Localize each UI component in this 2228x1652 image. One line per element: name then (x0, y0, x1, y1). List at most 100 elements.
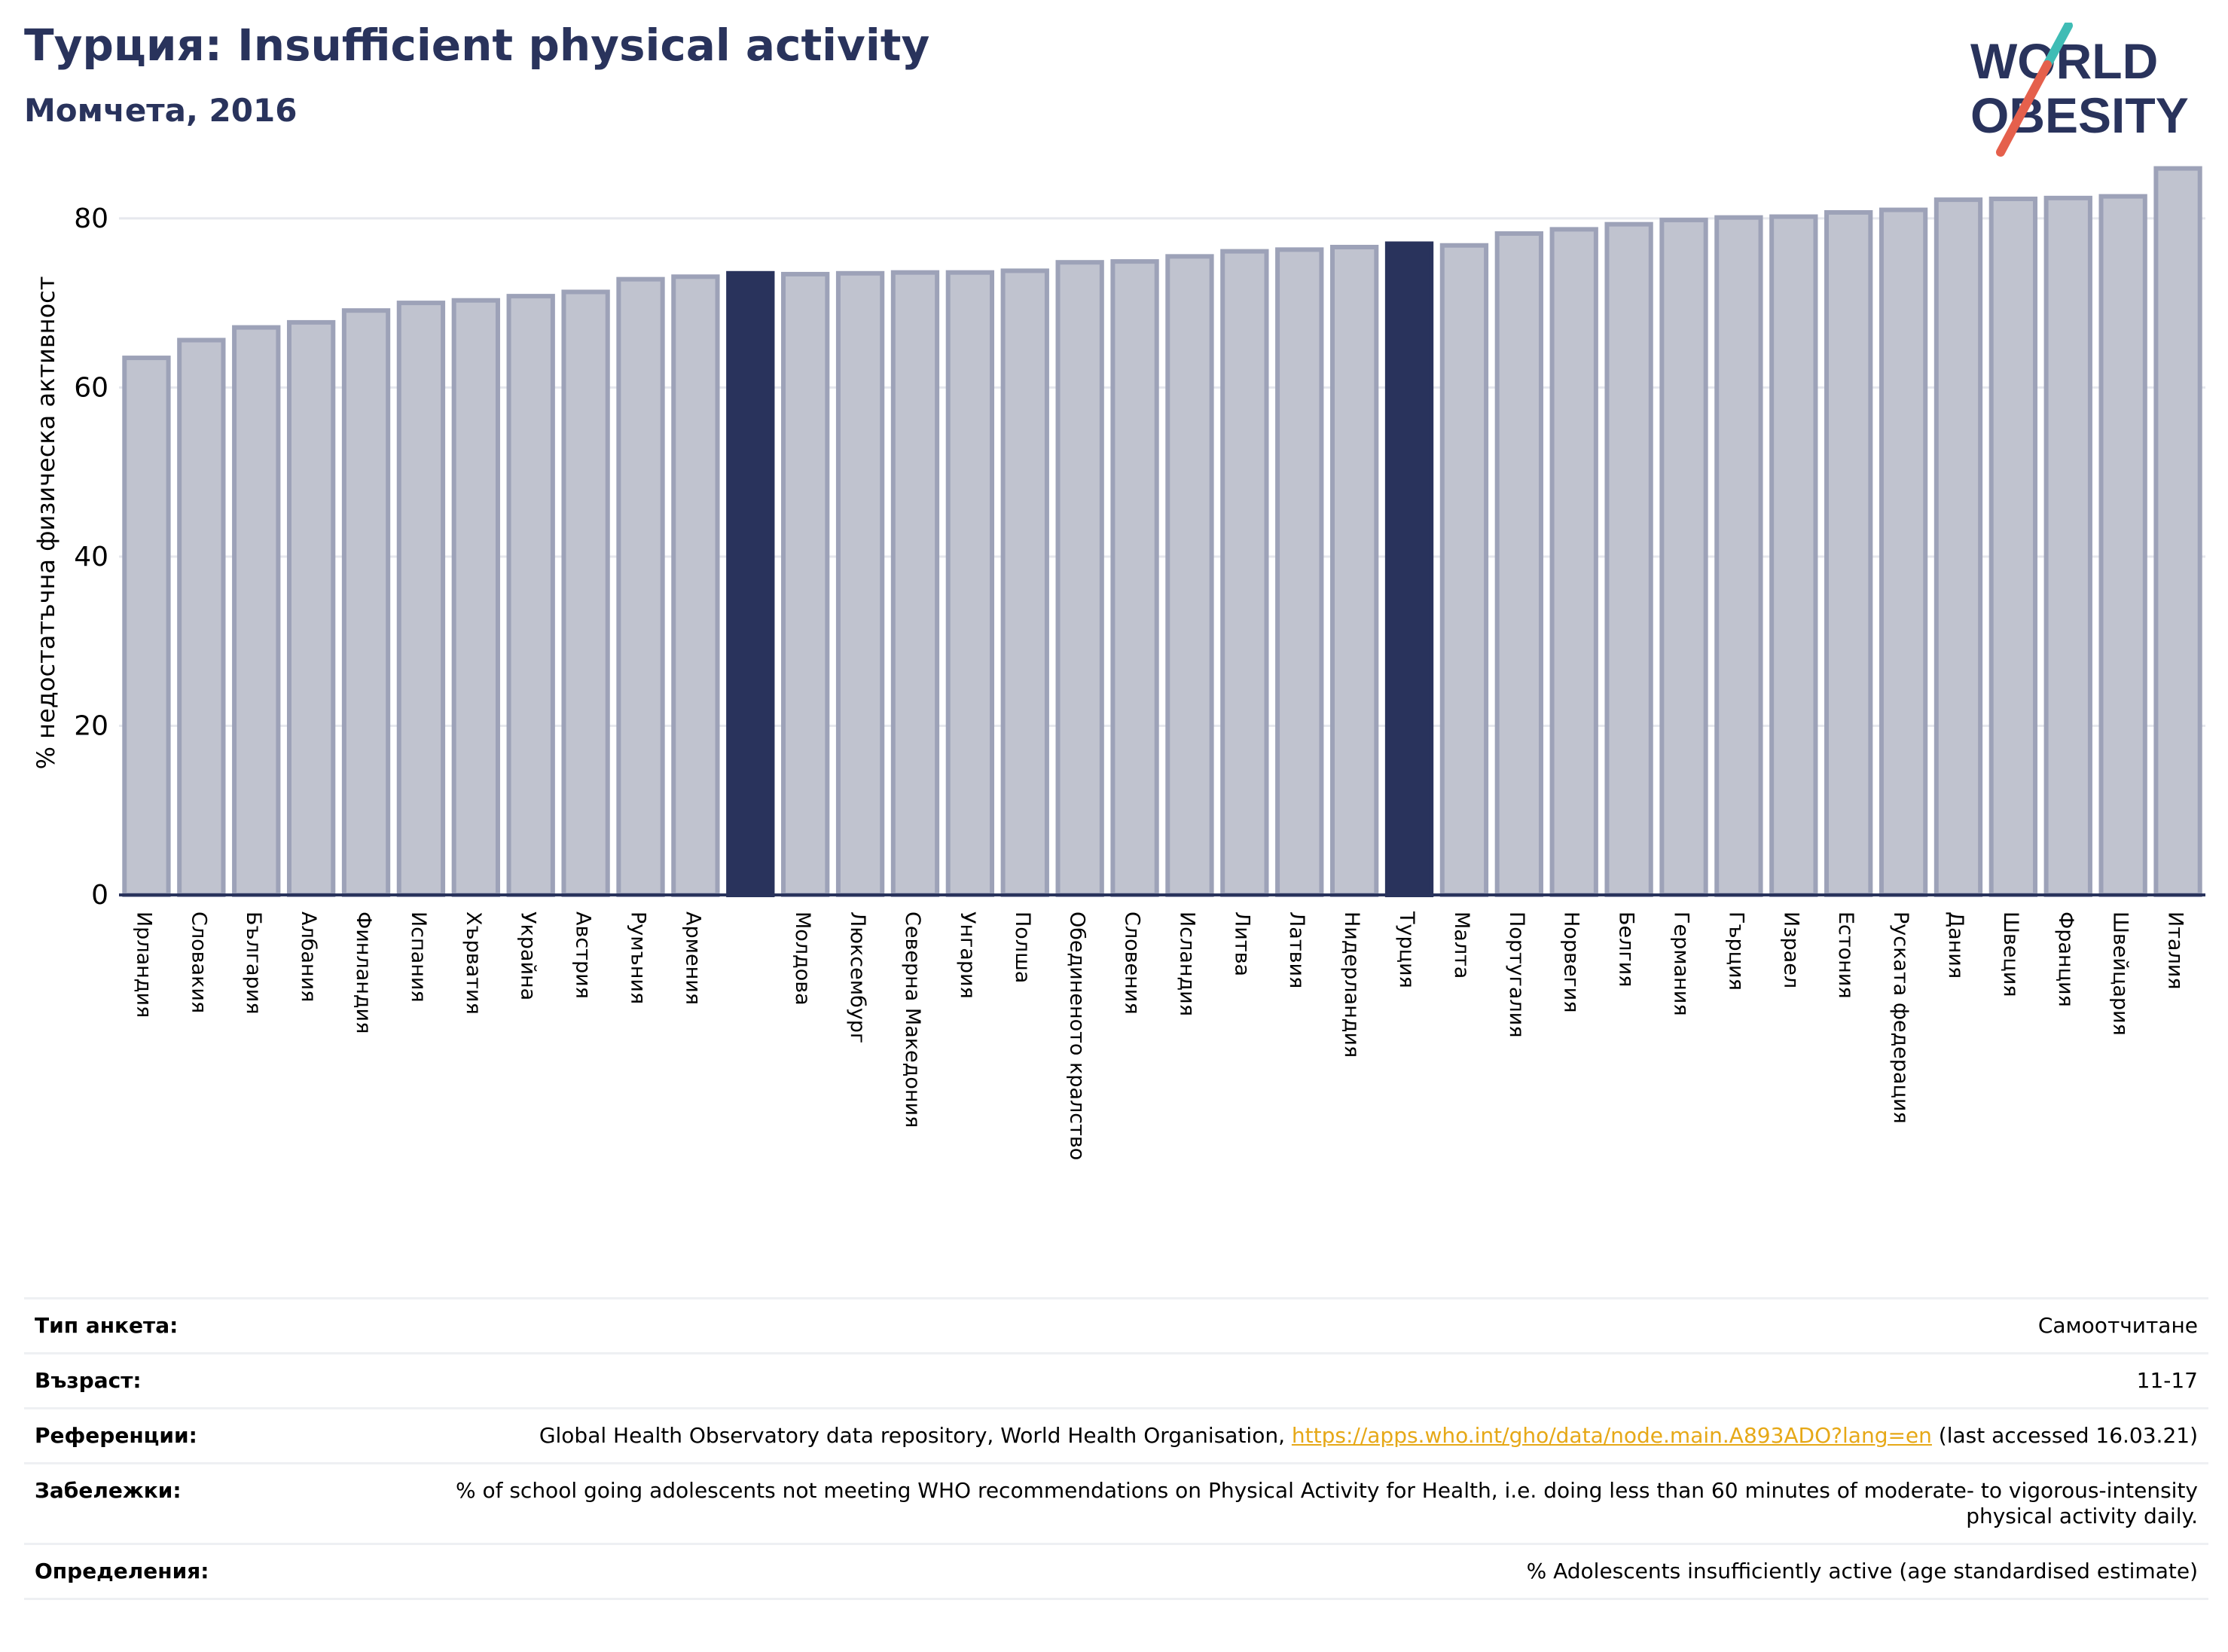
bar (561, 289, 610, 897)
x-tick-label: Швейцария (2109, 912, 2132, 1036)
bar (1769, 214, 1818, 897)
bar (1220, 249, 1269, 897)
bar (122, 356, 171, 897)
bar (671, 274, 720, 897)
bar (341, 308, 391, 898)
x-tick-label: Франция (2054, 912, 2077, 1007)
x-tick-label: Словакия (187, 912, 210, 1013)
bar (396, 301, 446, 898)
x-tick-label: Турция (1395, 911, 1418, 988)
meta-value: Самоотчитане (2037, 1313, 2198, 1338)
logo-slash-red (1996, 60, 2052, 157)
x-tick-label: Обединеното кралство (1066, 912, 1089, 1160)
x-tick-label: Исландия (1175, 912, 1198, 1016)
bar (177, 337, 226, 897)
world-obesity-logo: WORLD OBESITY (1970, 23, 2189, 157)
bar (1384, 241, 1434, 897)
meta-value: Global Health Observatory data repositor… (539, 1423, 2198, 1449)
bar (1439, 243, 1489, 897)
bar (506, 294, 555, 898)
chart-subtitle: Момчета, 2016 (24, 92, 298, 129)
metadata-table: Тип анкета: Самоотчитане Възраст: 11-17 … (24, 1297, 2208, 1600)
x-tick-label: Белгия (1615, 912, 1638, 987)
x-tick-label: Хърватия (462, 912, 485, 1015)
x-tick-label: Израел (1779, 912, 1802, 988)
bar (616, 276, 665, 897)
x-tick-label: Малта (1450, 912, 1473, 979)
x-tick-label: Унгария (956, 912, 979, 999)
meta-label: Определения: (35, 1559, 209, 1583)
reference-text: Global Health Observatory data repositor… (539, 1423, 1292, 1448)
x-tick-label: Нидерландия (1340, 912, 1363, 1058)
bar (1933, 197, 1983, 898)
bar (286, 319, 336, 897)
bar (1988, 196, 2038, 897)
bar (1824, 209, 1873, 897)
meta-label: Забележки: (35, 1478, 182, 1503)
x-tick-label: Португалия (1505, 912, 1528, 1037)
x-tick-label: Норвегия (1560, 912, 1583, 1012)
bar (835, 270, 885, 897)
bar (1494, 231, 1543, 897)
bar (1165, 254, 1214, 898)
meta-label: Тип анкета: (35, 1313, 179, 1338)
meta-row-age: Възраст: 11-17 (24, 1352, 2208, 1407)
x-tick-label: Румъния (627, 912, 650, 1004)
x-tick-label: Армения (681, 912, 704, 1005)
x-tick-label: Финландия (352, 912, 375, 1034)
bar (1329, 244, 1379, 897)
x-tick-label: Австрия (572, 912, 595, 999)
x-tick-label: Швеция (1999, 912, 2022, 997)
x-tick-label: Молдова (791, 912, 814, 1006)
meta-value: % of school going adolescents not meetin… (455, 1478, 2198, 1528)
reference-accessed: (last accessed 16.03.21) (1931, 1423, 2198, 1448)
meta-row-survey-type: Тип анкета: Самоотчитане (24, 1297, 2208, 1352)
meta-row-notes: Забележки: % of school going adolescents… (24, 1462, 2208, 1543)
bar (1110, 259, 1159, 897)
x-tick-label: Албания (297, 912, 320, 1002)
reference-link[interactable]: https://apps.who.int/gho/data/node.main.… (1291, 1423, 1932, 1448)
meta-value: % Adolescents insufficiently active (age… (1526, 1559, 2198, 1583)
bar (890, 270, 940, 897)
bar (1714, 215, 1763, 898)
y-tick-label: 20 (74, 710, 108, 741)
x-tick-label: България (242, 912, 265, 1015)
x-tick-label: Гърция (1724, 912, 1747, 991)
y-axis-label: % недостатъчна физическа активност (32, 276, 60, 770)
x-tick-label: Литва (1230, 912, 1253, 976)
x-tick-label: Германия (1670, 912, 1693, 1016)
x-tick-label: Северна Македония (901, 912, 924, 1128)
y-tick-label: 0 (91, 880, 108, 911)
bar-chart: 0 20 40 60 80 Ирландия Словакия България Албания… (32, 166, 2205, 1160)
bar (2098, 194, 2147, 897)
bar (1000, 268, 1049, 898)
bar (1055, 260, 1104, 897)
bar (451, 298, 500, 897)
x-tick-label: Словения (1121, 912, 1144, 1015)
bar (2043, 195, 2092, 897)
meta-value: 11-17 (2136, 1368, 2198, 1393)
bar (2153, 166, 2202, 897)
x-tick-label: Полша (1011, 912, 1034, 983)
x-tick-label: Руската федерация (1889, 912, 1912, 1124)
y-tick-label: 80 (74, 203, 108, 234)
x-tick-label: Украйна (517, 912, 540, 1000)
x-tick-label: Латвия (1285, 912, 1308, 988)
x-tick-label: Испания (407, 912, 430, 1003)
meta-row-definitions: Определения: % Adolescents insufficientl… (24, 1543, 2208, 1600)
bar (1879, 207, 1928, 898)
bar (232, 325, 281, 897)
bar (945, 270, 995, 897)
bar (1604, 221, 1653, 898)
bar (1549, 227, 1598, 897)
bar (781, 271, 830, 898)
x-tick-label: Люксембург (846, 912, 869, 1043)
y-tick-label: 40 (74, 542, 108, 573)
bar (1275, 247, 1324, 898)
chart-title: Турция: Insufficient physical activity (24, 20, 930, 71)
meta-row-references: Референции: Global Health Observatory da… (24, 1407, 2208, 1462)
logo-slash-teal (2043, 23, 2073, 69)
y-tick-label: 60 (74, 372, 108, 403)
bar (726, 270, 775, 897)
x-tick-label: Италия (2164, 912, 2187, 990)
